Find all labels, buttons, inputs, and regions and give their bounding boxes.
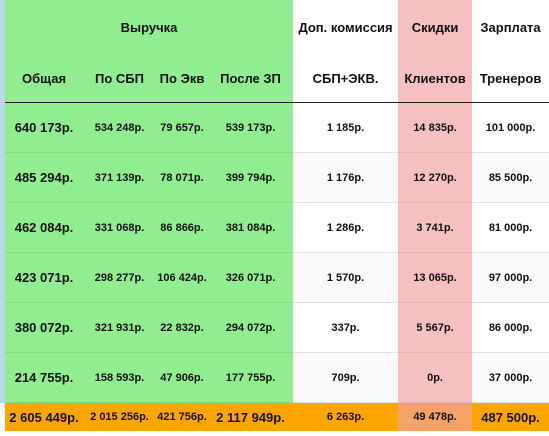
cell-commission: 709р. (293, 352, 399, 403)
cell-discount: 12 270р. (398, 152, 473, 203)
header-after-salary: После ЗП (208, 54, 294, 103)
cell-commission: 1 286р. (293, 202, 399, 253)
cell-commission: 1 176р. (293, 152, 399, 203)
cell-commission: 337р. (293, 302, 399, 353)
cell-sbp: 298 277р. (83, 252, 156, 303)
header-total: Общая (5, 54, 83, 103)
cell-acq: 22 832р. (156, 302, 208, 353)
cell-sbp: 321 931р. (83, 302, 156, 353)
table-row: 380 072р. 321 931р. 22 832р. 294 072р. 3… (5, 302, 549, 353)
cell-total: 462 084р. (5, 202, 83, 253)
header-revenue: Выручка (5, 0, 294, 54)
cell-acq: 78 071р. (156, 152, 208, 203)
cell-acq: 106 424р. (156, 252, 208, 303)
cell-acq: 86 866р. (156, 202, 208, 253)
header-acq: По Экв (156, 54, 208, 103)
cell-total: 640 173р. (5, 102, 83, 153)
cell-salary: 86 000р. (472, 302, 549, 353)
total-commission: 6 263р. (293, 402, 399, 431)
cell-total: 423 071р. (5, 252, 83, 303)
cell-salary: 85 500р. (472, 152, 549, 203)
cell-salary: 101 000р. (472, 102, 549, 153)
cell-discount: 3 741р. (398, 202, 473, 253)
cell-total: 380 072р. (5, 302, 83, 353)
cell-after-salary: 177 755р. (208, 352, 294, 403)
table-row: 462 084р. 331 068р. 86 866р. 381 084р. 1… (5, 202, 549, 253)
cell-discount: 13 065р. (398, 252, 473, 303)
table-row: 423 071р. 298 277р. 106 424р. 326 071р. … (5, 252, 549, 303)
cell-sbp: 331 068р. (83, 202, 156, 253)
cell-after-salary: 294 072р. (208, 302, 294, 353)
table-row: 485 294р. 371 139р. 78 071р. 399 794р. 1… (5, 152, 549, 203)
table-row: 640 173р. 534 248р. 79 657р. 539 173р. 1… (5, 102, 549, 153)
cell-commission: 1 570р. (293, 252, 399, 303)
header-row-columns: Общая По СБП По Экв После ЗП СБП+ЭКВ. Кл… (5, 54, 549, 103)
header-salary: Зарплата (472, 0, 549, 54)
cell-after-salary: 399 794р. (208, 152, 294, 203)
header-sbp: По СБП (83, 54, 156, 103)
header-extra-commission: Доп. комиссия (293, 0, 399, 54)
cell-sbp: 534 248р. (83, 102, 156, 153)
cell-after-salary: 539 173р. (208, 102, 294, 153)
header-trainers: Тренеров (472, 54, 549, 103)
total-after-salary: 2 117 949р. (208, 402, 294, 431)
total-salary: 487 500р. (472, 402, 549, 431)
total-sbp: 2 015 256р. (83, 402, 156, 431)
header-discounts: Скидки (398, 0, 473, 54)
total-acq: 421 756р. (156, 402, 208, 431)
cell-total: 485 294р. (5, 152, 83, 203)
header-clients: Клиентов (398, 54, 473, 103)
total-total: 2 605 449р. (5, 402, 83, 431)
cell-acq: 79 657р. (156, 102, 208, 153)
totals-row: 2 605 449р. 2 015 256р. 421 756р. 2 117 … (5, 402, 549, 431)
revenue-table: Выручка Доп. комиссия Скидки Зарплата Об… (5, 0, 549, 431)
cell-discount: 14 835р. (398, 102, 473, 153)
table-row: 214 755р. 158 593р. 47 906р. 177 755р. 7… (5, 352, 549, 403)
cell-sbp: 371 139р. (83, 152, 156, 203)
cell-after-salary: 326 071р. (208, 252, 294, 303)
cell-after-salary: 381 084р. (208, 202, 294, 253)
cell-salary: 37 000р. (472, 352, 549, 403)
header-sbp-acq: СБП+ЭКВ. (293, 54, 399, 103)
header-row-groups: Выручка Доп. комиссия Скидки Зарплата (5, 0, 549, 54)
cell-acq: 47 906р. (156, 352, 208, 403)
cell-commission: 1 185р. (293, 102, 399, 153)
total-discount: 49 478р. (398, 402, 473, 431)
cell-discount: 5 567р. (398, 302, 473, 353)
left-edge-strip (0, 0, 5, 403)
cell-sbp: 158 593р. (83, 352, 156, 403)
cell-salary: 81 000р. (472, 202, 549, 253)
cell-discount: 0р. (398, 352, 473, 403)
cell-salary: 97 000р. (472, 252, 549, 303)
cell-total: 214 755р. (5, 352, 83, 403)
